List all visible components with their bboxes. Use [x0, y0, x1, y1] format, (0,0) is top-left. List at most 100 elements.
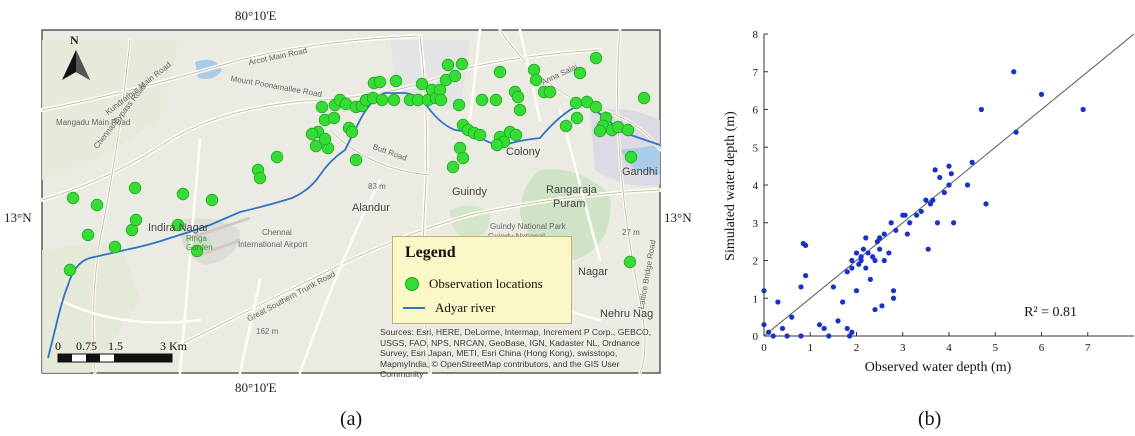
observation-point [493, 65, 507, 79]
scatter-point [872, 257, 878, 264]
scatter-point [923, 197, 929, 203]
scatter-point [890, 288, 897, 294]
observation-point [570, 111, 584, 125]
place-gandhi: Gandhi [622, 166, 658, 178]
observation-point [623, 255, 637, 269]
observation-point [593, 124, 607, 138]
scalebar-label-1: 0.75 [76, 339, 97, 353]
observation-point [434, 93, 448, 107]
legend-label-river: Adyar river [435, 300, 496, 316]
observation-point [573, 66, 587, 80]
place-alandur: Alandur [352, 202, 390, 214]
observation-point [529, 73, 543, 87]
y-tick-label: 8 [753, 29, 759, 41]
observation-point [190, 244, 204, 258]
legend-item-observation: Observation locations [405, 275, 543, 292]
scatter-point [835, 318, 841, 324]
map-legend: Legend Observation locations Adyar river [392, 236, 572, 324]
observation-marker-icon [405, 277, 419, 292]
x-tick-label: 6 [1039, 342, 1045, 354]
scatter-chart: 0 1 2 3 4 5 6 7 0 1 2 3 4 5 6 7 8 Observed water depth (… [723, 29, 1135, 375]
scatter-point [877, 246, 883, 252]
scatter-point [803, 273, 809, 279]
observation-point [589, 51, 603, 65]
scatter-point [946, 182, 952, 188]
scatter-point [770, 333, 776, 339]
observation-point [489, 93, 503, 107]
y-tick-label: 3 [753, 218, 759, 230]
scatter-point [893, 227, 899, 233]
road-mangadu: Mangadu Main Road [56, 118, 131, 127]
scatter-point [914, 212, 920, 218]
observation-point [473, 128, 487, 142]
place-airport: Chennai [262, 228, 292, 237]
observation-point [128, 181, 142, 195]
y-tick-label: 1 [753, 293, 759, 305]
observation-point [315, 100, 329, 114]
observation-point [66, 191, 80, 205]
observation-point [543, 85, 557, 99]
adyar-river [47, 92, 661, 359]
observation-point [389, 74, 403, 88]
observation-point [129, 213, 143, 227]
x-tick-label: 2 [854, 342, 860, 354]
scatter-point [890, 295, 897, 301]
scatter-point [925, 246, 931, 252]
x-axis-label: Observed water depth (m) [865, 360, 1012, 375]
r-squared-annotation: R² = 0.81 [1024, 305, 1077, 320]
scatter-point [918, 208, 924, 215]
observation-point [327, 111, 341, 125]
scatter-point [844, 269, 850, 275]
observation-point [441, 58, 455, 72]
scatter-point [761, 322, 767, 328]
scatter-point [830, 284, 836, 290]
y-tick-label: 0 [753, 331, 759, 343]
observation-point [108, 240, 122, 254]
scatter-point [907, 220, 913, 226]
y-axis-label: Simulated water depth (m) [723, 111, 738, 261]
scatter-point [865, 250, 871, 256]
scatter-point [1080, 106, 1086, 113]
scatter-point [932, 167, 938, 173]
observation-point [349, 153, 363, 167]
scatter-point [789, 314, 795, 320]
scatter-point [1011, 69, 1017, 75]
scatter-point [856, 261, 862, 267]
scatter-point [1038, 91, 1045, 97]
scatter-point [798, 284, 804, 290]
observation-point [448, 69, 462, 83]
observation-point [513, 103, 527, 117]
observation-point [446, 160, 460, 174]
scalebar-label-3: 3 Km [160, 339, 187, 353]
observation-point [205, 193, 219, 207]
place-nagar: Nagar [578, 266, 608, 278]
panel-label-a: (a) [340, 408, 363, 430]
scatter-points [761, 69, 1086, 339]
observation-point [452, 98, 466, 112]
scatter-point [886, 250, 892, 256]
observation-points [63, 51, 651, 277]
scatter-point [840, 299, 846, 305]
scatter-point [853, 250, 860, 256]
scatter-point [858, 254, 864, 260]
scatter-point [937, 174, 943, 181]
observation-point [309, 139, 323, 153]
coord-top: 80°10'E [235, 8, 277, 23]
y-tick-label: 7 [753, 67, 759, 79]
scatter-point [902, 212, 908, 218]
scatter-point [969, 159, 975, 165]
scatter-point [870, 254, 876, 260]
scatter-point [849, 265, 855, 271]
scatter-point [881, 231, 887, 237]
scalebar-label-0: 0 [55, 339, 61, 353]
scatter-point [946, 163, 952, 169]
scatter-point [826, 333, 832, 339]
scatter-point [872, 306, 878, 313]
scatter-point [863, 265, 869, 271]
coord-bottom: 80°10'E [235, 380, 277, 395]
x-tick-label: 3 [900, 342, 906, 354]
elev-27: 27 m [622, 228, 640, 237]
observation-point [415, 77, 429, 91]
scatter-point [849, 329, 855, 335]
scatter-point [858, 257, 864, 264]
